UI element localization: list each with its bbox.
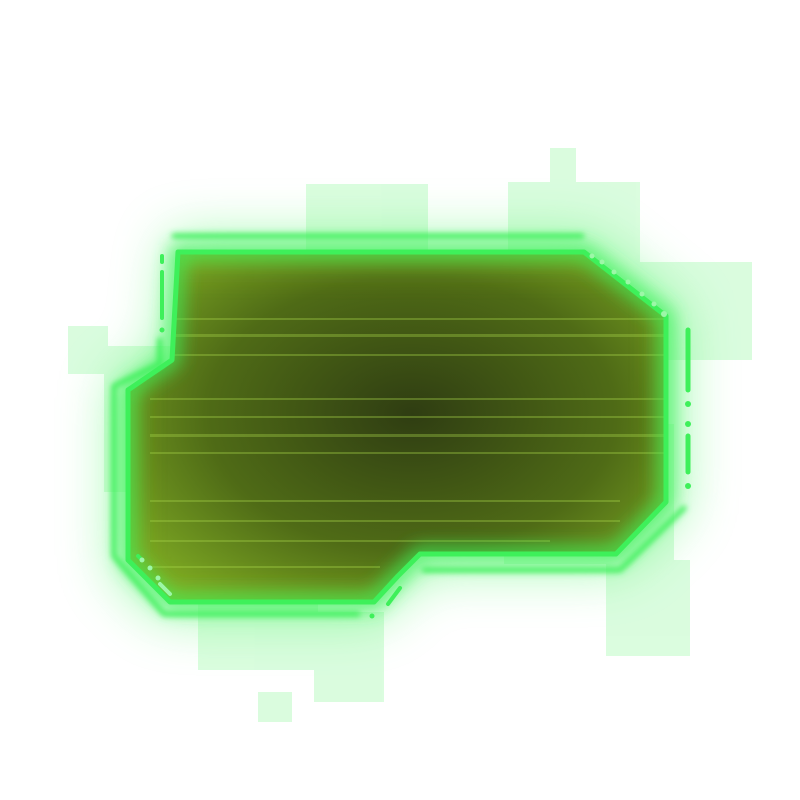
dash-marker-icon bbox=[136, 254, 691, 606]
scanlines bbox=[150, 318, 666, 568]
frame-trim bbox=[111, 233, 687, 617]
dot-trail-icon bbox=[139, 253, 691, 619]
panel-body bbox=[128, 252, 666, 602]
